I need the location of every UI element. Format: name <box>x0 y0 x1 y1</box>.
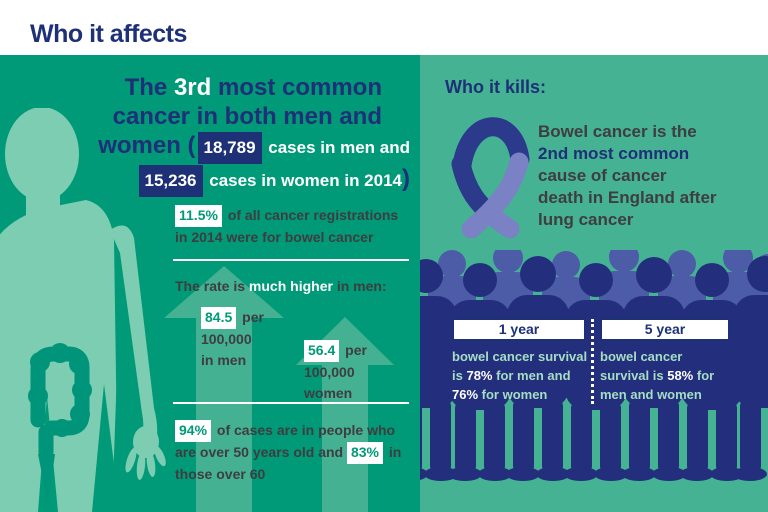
headline-line1: The 3rd most common <box>50 73 410 102</box>
stat-chip-83: 83% <box>346 442 384 464</box>
headline-the: The <box>124 74 174 101</box>
kills-line1: Bowel cancer is the <box>538 122 697 141</box>
one-year-l2-post: for men and <box>492 368 571 383</box>
one-year-line3: 76% for women <box>452 385 592 404</box>
rate-men-unit: per <box>238 309 264 325</box>
leg-gap <box>92 384 120 512</box>
dotted-divider <box>591 319 594 404</box>
five-year-line3: men and women <box>600 387 702 402</box>
headline-line3: women (18,789 cases in men and <box>50 131 410 164</box>
arrow-shaft-women <box>322 363 368 512</box>
stat-chip-84-5: 84.5 <box>201 307 237 329</box>
one-year-76pct: 76% <box>452 387 479 402</box>
kills-line4: death in England after <box>538 188 717 207</box>
age-seg2: are over 50 years old and <box>175 444 347 460</box>
stat-chip-56-4: 56.4 <box>304 340 340 362</box>
stat-chip-11-5: 11.5% <box>175 205 222 227</box>
registrations-stat: 11.5% of all cancer registrations in 201… <box>175 205 410 248</box>
rate-men-line2: 100,000 <box>201 331 252 347</box>
rate-women-line1: 56.4 per <box>304 340 367 362</box>
rate-men-line3: in men <box>201 352 247 368</box>
one-year-line2: is 78% for men and <box>452 366 592 385</box>
one-year-78pct: 78% <box>466 368 493 383</box>
five-year-l2-pre: survival is <box>600 368 668 383</box>
rate-pre: The rate is <box>175 278 249 294</box>
one-year-label-box: 1 year <box>452 318 586 341</box>
headline-most-common: most common <box>211 74 382 101</box>
left-panel-who-it-affects: The 3rd most common cancer in both men a… <box>0 55 420 512</box>
awareness-ribbon-icon <box>451 117 530 239</box>
rate-highlight: much higher <box>248 278 333 294</box>
rate-women-line2: 100,000 <box>304 364 355 380</box>
headline-cases-men-text: cases in men and <box>263 138 410 157</box>
headline-close-paren: ) <box>402 165 410 192</box>
kills-heading: Who it kills: <box>445 77 546 97</box>
rate-women-unit: per <box>341 342 367 358</box>
stat-chip-94: 94% <box>175 420 212 442</box>
headline: The 3rd most common cancer in both men a… <box>50 73 410 197</box>
kills-text: Bowel cancer is the 2nd most common caus… <box>538 121 753 231</box>
stat-chip-cases-women: 15,236 <box>138 165 203 197</box>
rate-women-label: 56.4 per 100,000 women <box>304 340 367 404</box>
divider-line <box>173 402 409 404</box>
hand <box>125 426 166 480</box>
five-year-58pct: 58% <box>667 368 694 383</box>
headline-line2: cancer in both men and <box>112 103 382 130</box>
kills-line5: lung cancer <box>538 210 634 229</box>
rate-line: The rate is much higher in men: <box>175 276 410 297</box>
torso-arm-gap <box>112 258 138 512</box>
right-panel-who-it-kills: Who it kills: Bowel cancer is the 2nd mo… <box>420 55 768 512</box>
one-year-survival-text: bowel cancer survival is 78% for men and… <box>452 347 592 404</box>
headline-3rd-highlight: 3rd <box>173 74 212 101</box>
stat-chip-cases-men: 18,789 <box>197 132 262 164</box>
registrations-text: of all cancer registrations <box>223 207 399 223</box>
rate-men-line1: 84.5 per <box>201 307 264 329</box>
age-line3: those over 60 <box>175 466 266 482</box>
page-title: Who it affects <box>30 20 187 48</box>
age-line1: 94% of cases are in people who <box>175 420 415 442</box>
age-line2: are over 50 years old and 83% in <box>175 442 415 464</box>
five-year-label-box: 5 year <box>600 318 730 341</box>
age-stats: 94% of cases are in people who are over … <box>175 420 415 485</box>
age-seg1: of cases are in people who <box>213 422 396 438</box>
five-year-survival-text: bowel cancer survival is 58% for men and… <box>600 347 740 404</box>
headline-women: women ( <box>98 132 196 159</box>
colon-icon <box>28 343 92 505</box>
rate-post: in men: <box>332 278 387 294</box>
one-year-l2-pre: is <box>452 368 467 383</box>
one-year-line1: bowel cancer survival <box>452 349 588 364</box>
rate-women-line3: women <box>304 385 353 401</box>
rate-men-label: 84.5 per 100,000 in men <box>201 307 264 371</box>
five-year-l2-post: for <box>693 368 715 383</box>
headline-cases-women-text: cases in women in 2014 <box>204 171 402 190</box>
five-year-line1: bowel cancer <box>600 349 683 364</box>
age-seg3: in <box>385 444 402 460</box>
headline-line4: 15,236 cases in women in 2014) <box>50 164 410 197</box>
kills-line3: cause of cancer <box>538 166 667 185</box>
one-year-l3-post: for women <box>478 387 548 402</box>
registrations-line1: 11.5% of all cancer registrations <box>175 205 410 227</box>
divider-line <box>173 259 409 261</box>
arrow-shaft-men <box>196 316 252 512</box>
five-year-line2: survival is 58% for <box>600 366 740 385</box>
registrations-line2: in 2014 were for bowel cancer <box>175 229 374 245</box>
kills-line2-highlight: 2nd most common <box>538 144 690 163</box>
